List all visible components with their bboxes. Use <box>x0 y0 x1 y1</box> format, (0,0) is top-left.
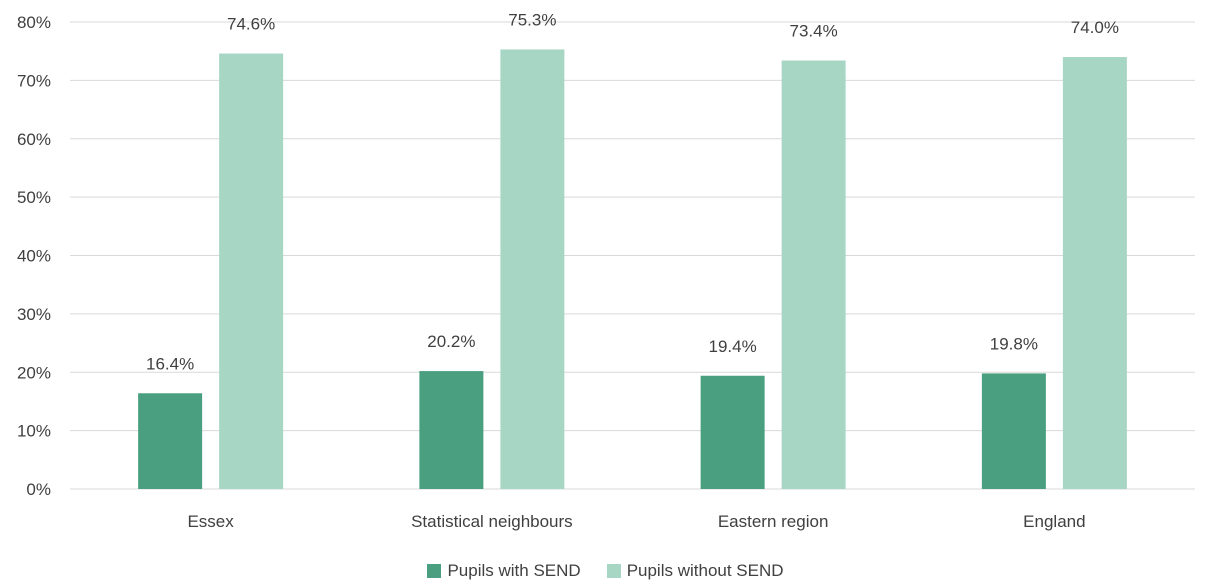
y-tick-label: 10% <box>17 422 51 441</box>
category-label: Statistical neighbours <box>411 512 573 531</box>
data-label: 20.2% <box>427 332 475 351</box>
data-label: 19.4% <box>709 337 757 356</box>
legend-label-without-send: Pupils without SEND <box>626 561 784 580</box>
legend-label-with-send: Pupils with SEND <box>447 561 581 580</box>
data-label: 74.6% <box>227 15 275 34</box>
legend-swatch-with-send <box>427 564 442 578</box>
y-tick-label: 30% <box>17 305 51 324</box>
y-tick-label: 20% <box>17 363 51 382</box>
y-tick-label: 50% <box>17 188 51 207</box>
bar <box>1062 57 1127 490</box>
y-tick-label: 0% <box>26 480 51 499</box>
bar-chart: 0% 10% 20% 30% 40% 50% 60% 70% 80% 16.4% 74.6% Esse… <box>17 10 1195 531</box>
bar <box>700 375 765 489</box>
legend: Pupils with SEND Pupils without SEND <box>0 560 1211 582</box>
bar <box>781 60 846 490</box>
category-label: England <box>1023 512 1085 531</box>
data-label: 75.3% <box>508 10 556 29</box>
data-label: 19.8% <box>990 334 1038 353</box>
y-tick-label: 40% <box>17 247 51 266</box>
y-tick-label: 70% <box>17 71 51 90</box>
data-label: 73.4% <box>790 22 838 41</box>
y-tick-label: 80% <box>17 13 51 32</box>
category-label: Eastern region <box>718 512 829 531</box>
category-label: Essex <box>187 512 234 531</box>
data-label: 74.0% <box>1071 18 1119 37</box>
bar <box>419 371 484 489</box>
legend-item-without-send: Pupils without SEND <box>606 561 784 581</box>
legend-swatch-without-send <box>606 564 621 578</box>
bar <box>138 393 203 489</box>
bar <box>981 373 1046 489</box>
legend-item-with-send: Pupils with SEND <box>427 561 581 581</box>
y-tick-label: 60% <box>17 130 51 149</box>
data-label: 16.4% <box>146 354 194 373</box>
bar <box>219 53 284 490</box>
bar <box>500 49 565 489</box>
